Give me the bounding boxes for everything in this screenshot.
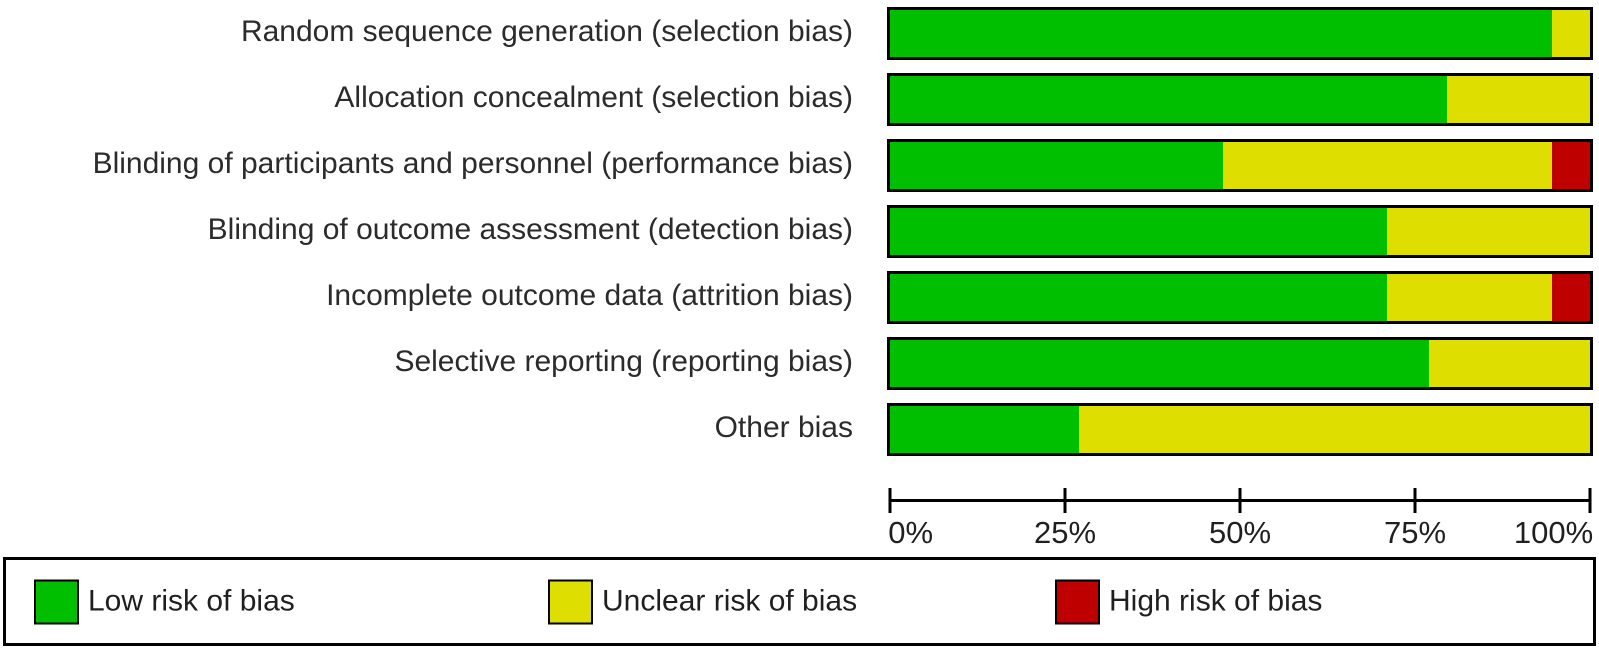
x-axis-tick-label: 50% (1208, 515, 1272, 550)
x-axis-tick (1413, 488, 1417, 513)
x-axis-tick (1588, 488, 1592, 513)
bar-row: Allocation concealment (selection bias) (0, 73, 1593, 126)
x-axis-tick (888, 488, 892, 513)
legend-label: Low risk of bias (88, 584, 295, 618)
x-axis: 0% 25% 50% 75% 100% (888, 488, 1594, 550)
category-label: Allocation concealment (selection bias) (334, 81, 853, 114)
x-axis-tick (1238, 488, 1242, 513)
segment-low-risk (890, 142, 1223, 189)
high-risk-swatch-icon (1055, 579, 1100, 624)
legend-item-high-risk: High risk of bias (1055, 579, 1322, 624)
bar-row: Blinding of participants and personnel (… (0, 139, 1593, 192)
segment-unclear-risk (1387, 274, 1552, 321)
segment-low-risk (890, 340, 1429, 387)
bar-rows: Random sequence generation (selection bi… (0, 7, 1593, 469)
segment-unclear-risk (1079, 406, 1590, 453)
legend: Low risk of bias Unclear risk of bias Hi… (3, 557, 1596, 646)
bar-row: Other bias (0, 403, 1593, 456)
category-label: Blinding of outcome assessment (detectio… (207, 213, 853, 246)
bar-row: Incomplete outcome data (attrition bias) (0, 271, 1593, 324)
x-axis-tick-label: 75% (1383, 515, 1447, 550)
segment-low-risk (890, 274, 1387, 321)
segment-high-risk (1551, 274, 1590, 321)
x-axis-tick-label: 25% (1033, 515, 1097, 550)
stacked-bar (887, 403, 1593, 456)
segment-unclear-risk (1222, 142, 1552, 189)
stacked-bar (887, 205, 1593, 258)
stacked-bar (887, 337, 1593, 390)
legend-label: High risk of bias (1109, 584, 1323, 618)
segment-unclear-risk (1429, 340, 1590, 387)
bar-row: Blinding of outcome assessment (detectio… (0, 205, 1593, 258)
segment-high-risk (1551, 142, 1590, 189)
segment-low-risk (890, 10, 1552, 57)
x-axis-tick-label: 0% (888, 515, 934, 550)
category-label: Blinding of participants and personnel (… (92, 147, 853, 180)
segment-unclear-risk (1446, 76, 1590, 123)
legend-item-unclear-risk: Unclear risk of bias (548, 579, 857, 624)
stacked-bar (887, 271, 1593, 324)
bar-row: Random sequence generation (selection bi… (0, 7, 1593, 60)
segment-unclear-risk (1551, 10, 1590, 57)
legend-item-low-risk: Low risk of bias (34, 579, 295, 624)
stacked-bar (887, 73, 1593, 126)
low-risk-swatch-icon (34, 579, 79, 624)
category-label: Other bias (714, 411, 853, 444)
category-label: Selective reporting (reporting bias) (394, 345, 853, 378)
category-label: Incomplete outcome data (attrition bias) (326, 279, 853, 312)
segment-low-risk (890, 208, 1387, 255)
x-axis-tick (1063, 488, 1067, 513)
legend-label: Unclear risk of bias (602, 584, 858, 618)
category-label: Random sequence generation (selection bi… (240, 15, 853, 48)
x-axis-tick-label: 100% (1513, 515, 1594, 550)
unclear-risk-swatch-icon (548, 579, 593, 624)
stacked-bar (887, 7, 1593, 60)
segment-low-risk (890, 76, 1447, 123)
segment-low-risk (890, 406, 1079, 453)
stacked-bar (887, 139, 1593, 192)
bar-row: Selective reporting (reporting bias) (0, 337, 1593, 390)
segment-unclear-risk (1387, 208, 1590, 255)
